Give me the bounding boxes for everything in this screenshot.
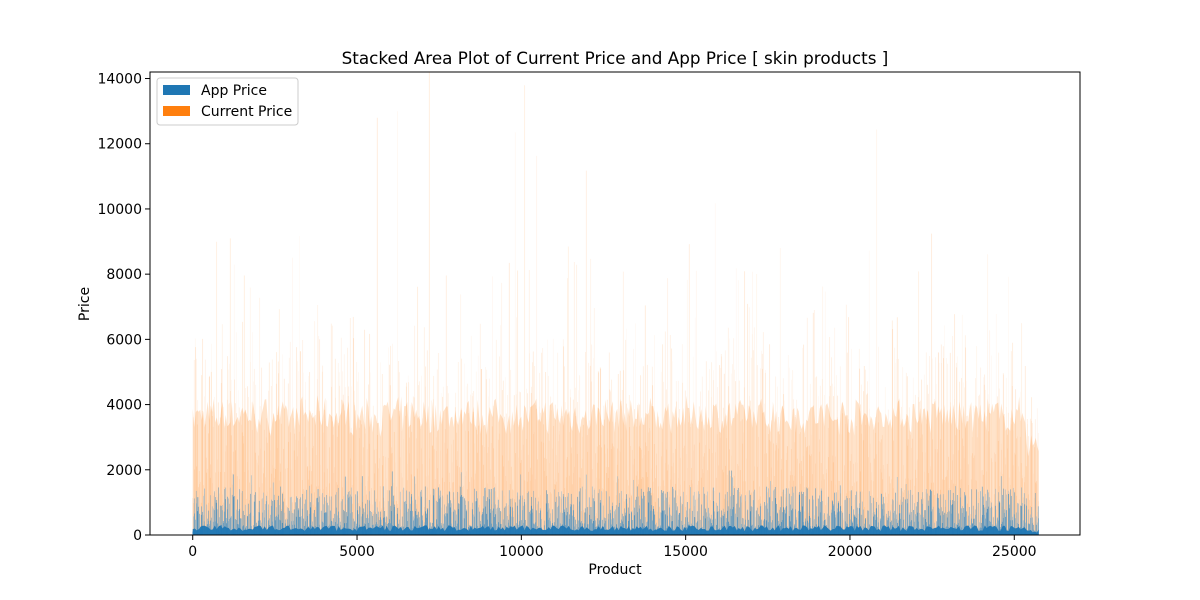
y-tick-label: 12000 bbox=[97, 137, 142, 153]
x-tick-label: 5000 bbox=[339, 544, 375, 560]
legend-swatch-current-price bbox=[163, 106, 190, 116]
current-price-area bbox=[192, 395, 1039, 535]
legend-swatch-app-price bbox=[163, 85, 190, 95]
current-price-spikes bbox=[192, 72, 1040, 533]
legend-box bbox=[156, 77, 299, 126]
y-tick-label: 14000 bbox=[97, 72, 142, 88]
chart-title: Stacked Area Plot of Current Price and A… bbox=[342, 48, 889, 68]
y-tick-label: 10000 bbox=[97, 202, 142, 218]
y-tick-label: 0 bbox=[133, 528, 142, 544]
y-axis-ticks: 0 2000 4000 6000 8000 10000 12000 14000 bbox=[97, 72, 150, 544]
x-axis-ticks: 0 5000 10000 15000 20000 25000 bbox=[188, 535, 1037, 560]
x-tick-label: 0 bbox=[188, 544, 197, 560]
y-tick-label: 6000 bbox=[106, 332, 142, 348]
legend-label-app-price: App Price bbox=[201, 83, 267, 99]
x-tick-label: 20000 bbox=[828, 544, 873, 560]
x-tick-label: 15000 bbox=[663, 544, 708, 560]
legend: App Price Current Price bbox=[156, 77, 299, 126]
y-tick-label: 8000 bbox=[106, 267, 142, 283]
plot-areas bbox=[192, 72, 1040, 535]
y-axis-label: Price bbox=[77, 287, 93, 321]
x-tick-label: 25000 bbox=[992, 544, 1037, 560]
legend-label-current-price: Current Price bbox=[201, 104, 292, 120]
x-axis-label: Product bbox=[588, 562, 642, 578]
plot-frame bbox=[149, 71, 1081, 536]
x-tick-label: 10000 bbox=[499, 544, 544, 560]
app-price-area bbox=[192, 525, 1039, 535]
y-tick-label: 2000 bbox=[106, 463, 142, 479]
y-tick-label: 4000 bbox=[106, 398, 142, 414]
